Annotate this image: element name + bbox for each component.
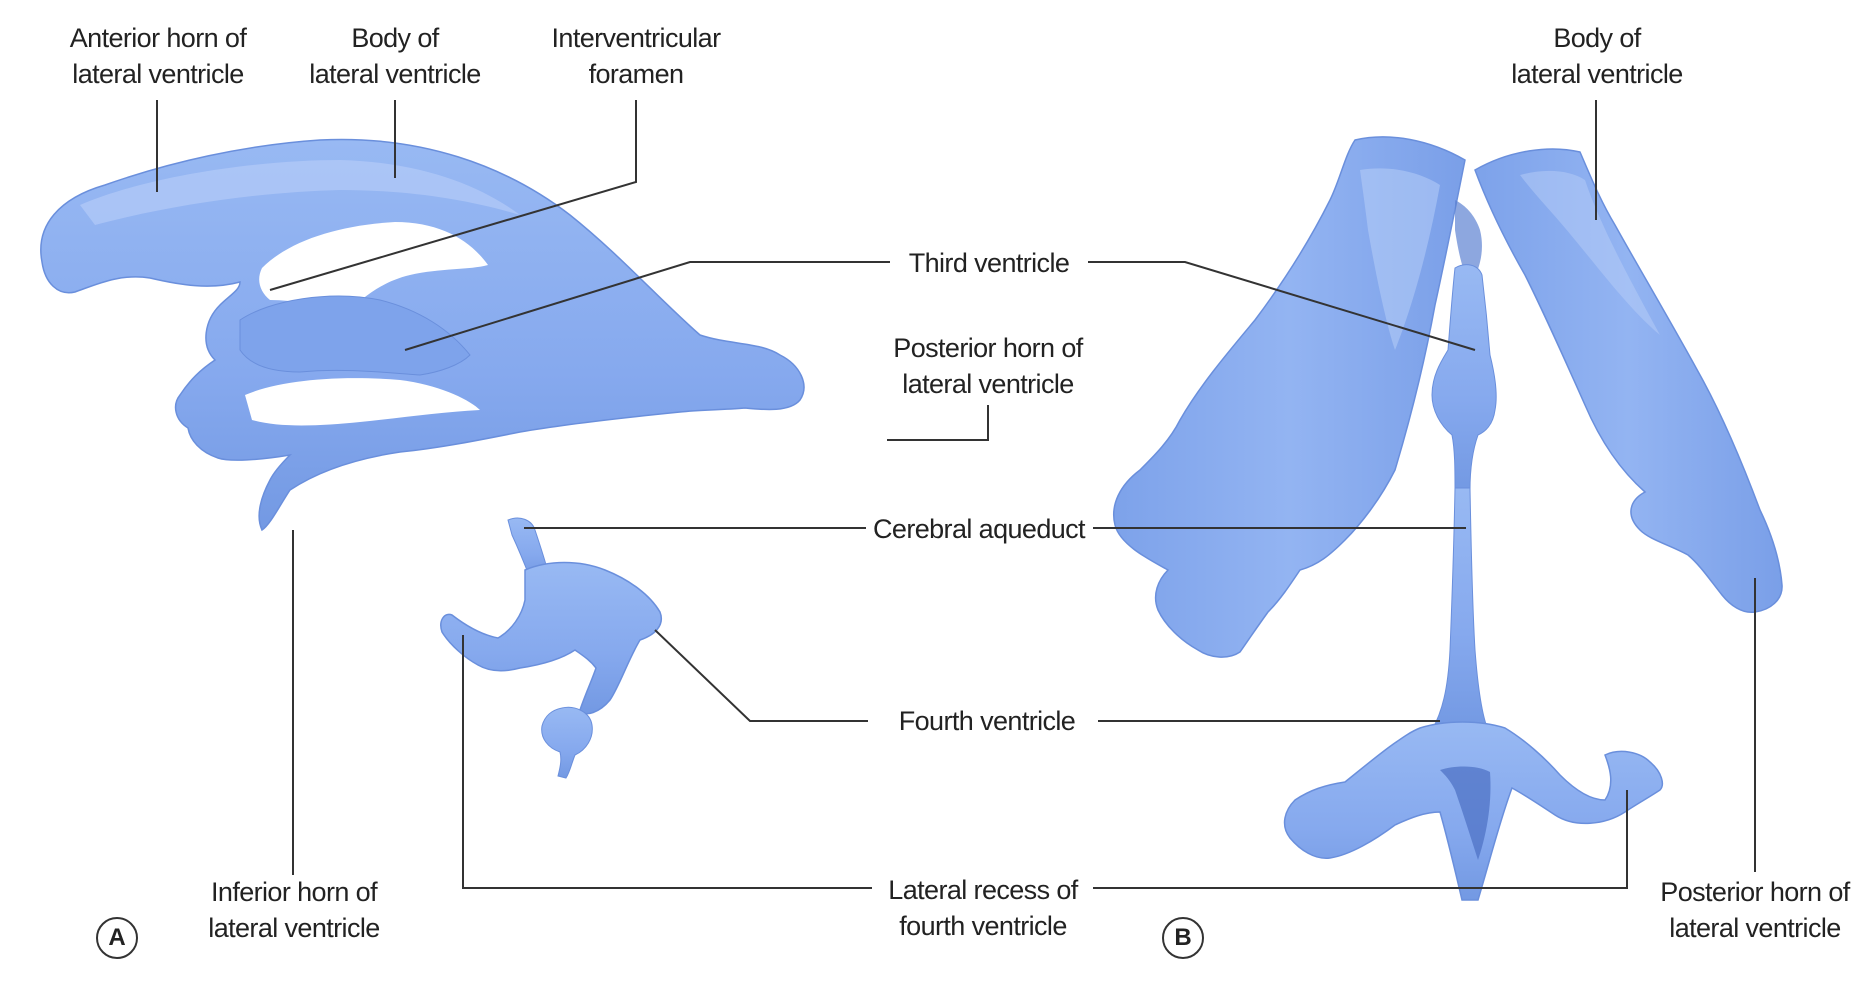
label-line: lateral ventricle [309,59,481,89]
label-line: Third ventricle [908,248,1070,278]
label-line: Anterior horn of [69,23,247,53]
label-line: Lateral recess of [888,875,1078,905]
label-line: Cerebral aqueduct [873,514,1086,544]
label-cerebral-aqueduct: Cerebral aqueduct [870,511,1088,547]
label-body-of-lateral-ventricle-a: Body of lateral ventricle [300,20,490,92]
lateral-ventricle-opening-a [259,222,488,315]
leader-lateral-recess-a [462,635,872,889]
fourth-ventricle-tail-a [541,706,593,779]
label-line: Fourth ventricle [898,706,1076,736]
body-highlight-a [80,160,520,225]
label-anterior-horn-lateral-ventricle: Anterior horn of lateral ventricle [63,20,253,92]
panel-a-cast [40,138,805,779]
label-line: lateral ventricle [72,59,244,89]
label-line: lateral ventricle [1511,59,1683,89]
aqueduct-stalk-a [507,517,549,579]
leader-posterior-horn-a [887,405,989,441]
label-line: Interventricular [551,23,722,53]
label-line: Inferior horn of [211,877,378,907]
label-posterior-horn-lateral-ventricle-a: Posterior horn of lateral ventricle [883,330,1093,402]
septum-shade-b [1455,200,1482,285]
leader-lateral-recess-b [1093,790,1628,889]
label-line: lateral ventricle [1669,913,1841,943]
fourth-ventricle-shadow-b [1440,766,1491,860]
panel-b-cast [1113,136,1783,901]
label-inferior-horn-lateral-ventricle: Inferior horn of lateral ventricle [198,874,390,946]
label-line: Posterior horn of [893,333,1083,363]
label-line: lateral ventricle [902,369,1074,399]
label-line: foramen [588,59,684,89]
leader-lines [156,100,1756,889]
label-line: lateral ventricle [208,913,380,943]
label-line: Body of [351,23,439,53]
label-interventricular-foramen: Interventricular foramen [545,20,727,92]
third-ventricle-column-b [1431,264,1497,491]
label-body-of-lateral-ventricle-b: Body of lateral ventricle [1502,20,1692,92]
label-fourth-ventricle: Fourth ventricle [883,703,1091,739]
label-line: Posterior horn of [1660,877,1850,907]
fourth-ventricle-shape-a [440,561,662,715]
leader-third-ventricle-b [1088,261,1476,351]
leader-interventricular-foramen [269,100,637,291]
panel-label-b: B [1162,917,1204,959]
label-posterior-horn-lateral-ventricle-b: Posterior horn of lateral ventricle [1650,874,1860,946]
third-ventricle-shape-a [239,295,471,376]
label-lateral-recess-fourth-ventricle: Lateral recess of fourth ventricle [877,872,1089,944]
label-line: Body of [1553,23,1641,53]
thalamic-gap-a [245,378,480,426]
right-body-highlight-b [1520,170,1660,335]
right-lateral-ventricle-b [1474,148,1783,614]
label-third-ventricle: Third ventricle [895,245,1083,281]
aqueduct-column-b [1431,487,1489,731]
leader-fourth-ventricle-a [654,629,868,722]
label-line: fourth ventricle [899,911,1067,941]
panel-label-a: A [96,917,138,959]
left-body-highlight-b [1360,168,1440,350]
leader-third-ventricle-a [404,261,890,351]
